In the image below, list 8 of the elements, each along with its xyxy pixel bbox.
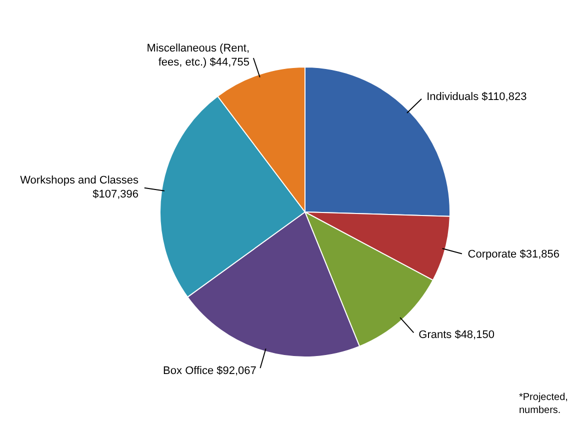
slice-label: Box Office $92,067	[163, 364, 256, 377]
slice-label: Miscellaneous (Rent, fees, etc.) $44,755	[146, 42, 250, 68]
slice-label: Workshops and Classes	[20, 174, 140, 186]
slice-label: Corporate $31,856	[468, 248, 560, 260]
slice-label: Individuals $110,823	[426, 90, 527, 103]
slice-label: Grants $48,150	[418, 328, 494, 341]
data-label: $107,396	[92, 188, 139, 200]
text: *Projected, numbers.	[519, 392, 568, 416]
